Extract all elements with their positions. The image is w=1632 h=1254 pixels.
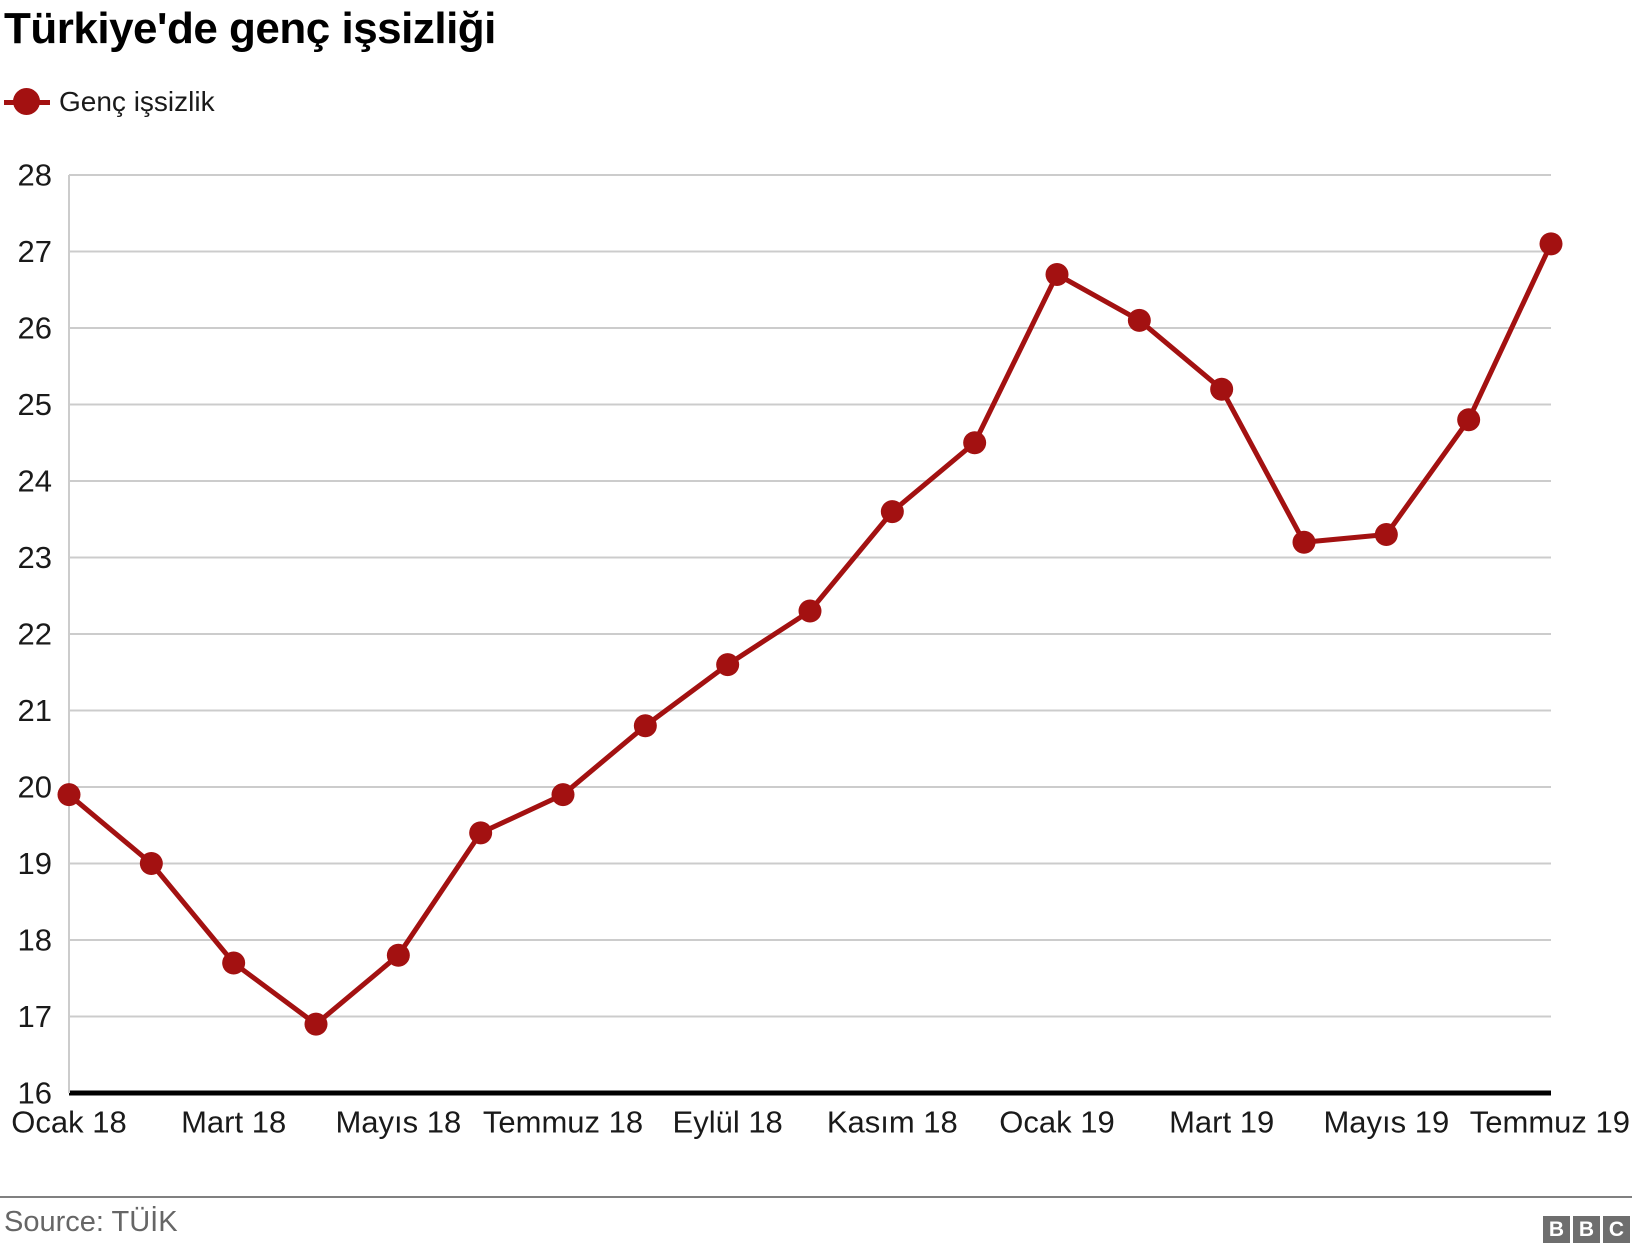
data-point	[139, 852, 163, 875]
y-axis-label: 26	[18, 311, 52, 346]
data-point	[1457, 408, 1481, 432]
x-axis-label: Eylül 18	[673, 1105, 783, 1140]
bbc-logo-letter: B	[1573, 1216, 1600, 1243]
data-point	[386, 943, 410, 967]
legend: Genç işsizlik	[4, 84, 215, 120]
data-point	[1127, 308, 1151, 332]
bbc-logo: B B C	[1543, 1216, 1630, 1243]
y-axis-label: 27	[18, 234, 52, 269]
data-point	[469, 821, 493, 845]
legend-label: Genç işsizlik	[59, 86, 215, 117]
y-axis-label: 21	[18, 693, 52, 728]
bbc-logo-letter: C	[1603, 1216, 1630, 1243]
data-point	[222, 951, 246, 975]
data-point	[1539, 232, 1563, 256]
line-chart: 16 17 18 19 20 21 22 23 24 25 26 27 28 Ocak 18 Mart 18…	[11, 158, 1630, 1140]
y-axis-label: 17	[18, 999, 52, 1034]
line-dot-icon	[4, 86, 50, 118]
y-axis-label: 24	[18, 464, 52, 499]
data-point	[880, 500, 904, 524]
data-point	[1374, 523, 1398, 547]
data-point	[633, 714, 657, 738]
source-attribution: Source: TÜİK	[4, 1206, 178, 1238]
y-axis-label: 20	[18, 770, 52, 805]
bbc-logo-letter: B	[1543, 1216, 1570, 1243]
data-point	[57, 783, 81, 807]
y-axis-label: 19	[18, 846, 52, 881]
x-axis-label: Mart 18	[181, 1105, 286, 1140]
data-point	[798, 599, 822, 623]
data-point	[963, 431, 987, 455]
y-axis-label: 18	[18, 923, 52, 958]
x-axis-label: Ocak 19	[999, 1105, 1114, 1140]
page-title: Türkiye'de genç işsizliği	[4, 4, 496, 53]
data-point	[551, 783, 575, 807]
data-point	[1210, 377, 1234, 401]
x-axis-label: Ocak 18	[11, 1105, 126, 1140]
x-axis-label: Temmuz 18	[483, 1105, 643, 1140]
legend-dot	[13, 88, 40, 115]
data-point	[1045, 262, 1069, 286]
y-axis-label: 16	[18, 1076, 52, 1111]
y-axis-label: 22	[18, 617, 52, 652]
footer-divider	[0, 1196, 1632, 1198]
x-axis-label: Temmuz 19	[1470, 1105, 1630, 1140]
y-axis-label: 25	[18, 387, 52, 422]
y-axis-label: 23	[18, 540, 52, 575]
x-axis-label: Mayıs 19	[1323, 1105, 1449, 1140]
x-axis-label: Mart 19	[1169, 1105, 1274, 1140]
data-point	[304, 1012, 328, 1036]
x-axis-label: Kasım 18	[827, 1105, 958, 1140]
data-point	[716, 653, 740, 677]
x-axis-label: Mayıs 18	[335, 1105, 461, 1140]
data-point	[1292, 530, 1316, 554]
y-axis-label: 28	[18, 158, 52, 193]
